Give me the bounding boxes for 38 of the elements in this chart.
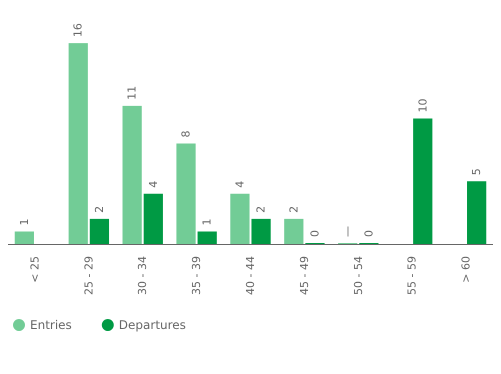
bar <box>230 194 250 244</box>
legend-label: Entries <box>30 318 72 332</box>
bar <box>68 43 88 244</box>
bar <box>14 231 34 244</box>
bar <box>176 144 196 244</box>
bar <box>467 181 486 244</box>
data-label: 5 <box>470 168 484 176</box>
data-label: 1 <box>18 218 31 226</box>
data-label: 11 <box>126 86 139 100</box>
x-tick-label: 25 - 29 <box>82 256 96 295</box>
bar <box>413 118 432 244</box>
data-label: 2 <box>254 206 268 213</box>
data-label: 4 <box>146 180 160 188</box>
x-tick-label: > 60 <box>460 256 473 283</box>
data-label: 16 <box>72 23 85 38</box>
data-label: 2 <box>92 206 106 213</box>
legend-label: Departures <box>118 318 186 332</box>
data-label: 8 <box>180 130 193 138</box>
data-label: 0 <box>362 230 376 237</box>
x-tick-label: 55 - 59 <box>406 256 419 295</box>
bar <box>198 231 217 244</box>
bar <box>122 106 142 244</box>
bar <box>90 218 110 244</box>
x-tick-label: 40 - 44 <box>244 256 257 295</box>
x-tick-label: < 25 <box>28 256 42 283</box>
bar <box>144 194 163 244</box>
x-tick-label: 50 - 54 <box>352 256 365 295</box>
x-tick-label: 30 - 34 <box>136 256 150 295</box>
bar <box>251 218 271 244</box>
data-label: 2 <box>287 206 300 213</box>
data-label: 0 <box>308 230 322 237</box>
data-label: 1 <box>200 218 214 226</box>
data-label: 10 <box>416 98 430 112</box>
x-tick-label: 35 - 39 <box>190 256 204 295</box>
data-label: 4 <box>233 180 246 188</box>
data-label: — <box>341 226 354 237</box>
x-tick-label: 45 - 49 <box>298 256 311 295</box>
bar <box>284 218 304 244</box>
